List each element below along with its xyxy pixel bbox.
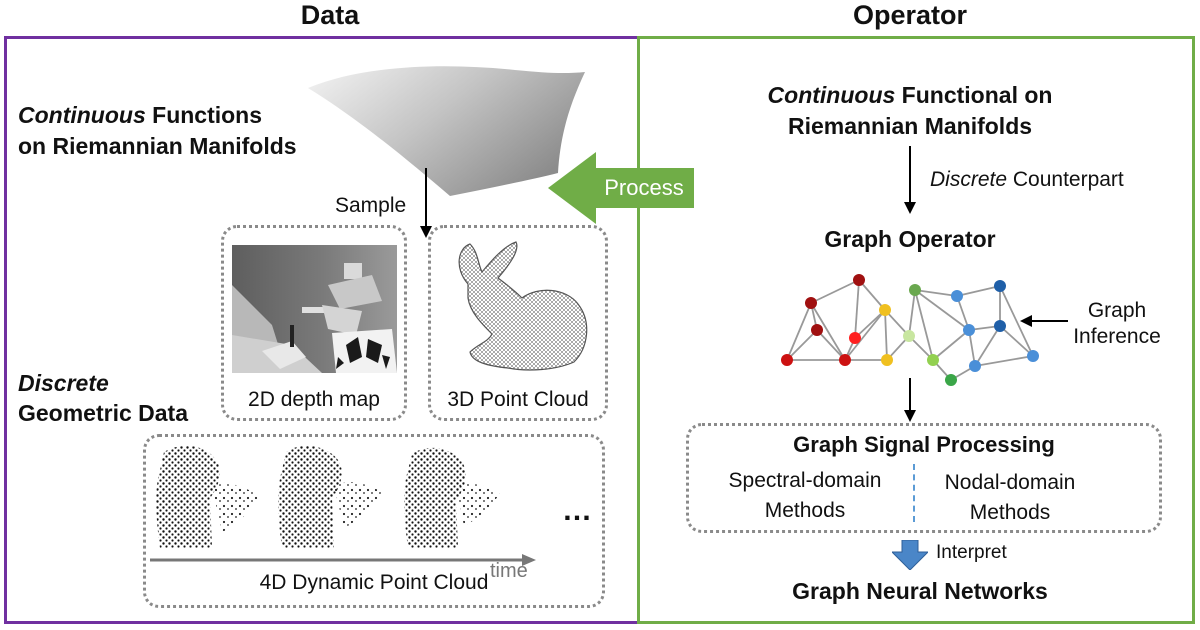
operator-panel: [637, 36, 1195, 624]
depth-map-box: [221, 225, 407, 421]
data-heading: Data: [300, 0, 360, 30]
continuous-functional-text: Continuous Functional on Riemannian Mani…: [690, 80, 1130, 142]
process-arrow: [548, 152, 694, 224]
spectral-line2: Methods: [764, 499, 846, 522]
graph-inference-line1: Graph: [1087, 299, 1147, 322]
spectral-line1: Spectral-domain: [728, 469, 882, 492]
dynamic-frames: [156, 445, 500, 548]
nodal-line1: Nodal-domain: [944, 471, 1076, 494]
continuous-functions-text: Continuous Functions on Riemannian Manif…: [18, 100, 297, 162]
nodal-methods-label: Nodal-domain Methods: [925, 468, 1095, 528]
counterpart-discrete-word: Discrete: [930, 168, 1008, 191]
frame-2: [278, 445, 382, 548]
depth-map-label: 2D depth map: [248, 388, 380, 411]
functional-word: Functional on: [895, 82, 1053, 108]
interpret-label: Interpret: [936, 542, 1007, 563]
gsp-box: [686, 423, 1162, 533]
gsp-arrow: [904, 378, 916, 422]
discrete-geometric-text: Discrete Geometric Data: [18, 368, 188, 428]
graph-operator-title: Graph Operator: [824, 226, 996, 252]
time-arrow: [150, 554, 536, 566]
functions-word: Functions: [145, 102, 263, 128]
bunny-point-cloud: [458, 241, 588, 371]
discrete-counterpart-label: Discrete Counterpart: [930, 168, 1124, 192]
gnn-title: Graph Neural Networks: [792, 578, 1048, 604]
dynamic-point-cloud-box: [143, 434, 605, 608]
depth-map-image: [232, 245, 397, 373]
dynamic-point-cloud-label: 4D Dynamic Point Cloud: [259, 571, 489, 594]
frame-3: [404, 447, 500, 548]
frame-1: [156, 445, 260, 548]
ellipsis: …: [562, 494, 592, 527]
riemannian-line: on Riemannian Manifolds: [18, 133, 297, 159]
operator-heading: Operator: [852, 0, 968, 30]
point-cloud-3d-box: [428, 225, 608, 421]
graph-inference-arrow: [1020, 315, 1068, 327]
sample-label: Sample: [335, 194, 407, 217]
domain-divider: [913, 464, 915, 522]
manifold-surface: [308, 66, 585, 196]
right-continuous-word: Continuous: [767, 82, 896, 108]
right-riemannian-line: Riemannian Manifolds: [787, 113, 1033, 139]
nodal-line2: Methods: [969, 501, 1051, 524]
sample-arrow: [420, 168, 432, 238]
point-cloud-3d-label: 3D Point Cloud: [447, 388, 589, 411]
interpret-arrow: [892, 540, 928, 570]
geometric-data-line: Geometric Data: [18, 400, 189, 426]
graph-network: [781, 274, 1039, 386]
discrete-word: Discrete: [18, 370, 109, 396]
graph-inference-line2: Inference: [1073, 325, 1161, 348]
continuous-word: Continuous: [18, 102, 146, 128]
graph-inference-label: Graph Inference: [1062, 298, 1172, 350]
time-label: time: [490, 560, 528, 582]
counterpart-word: Counterpart: [1007, 168, 1124, 191]
counterpart-arrow: [904, 146, 916, 214]
gsp-title: Graph Signal Processing: [793, 432, 1055, 457]
process-label: Process: [604, 175, 684, 200]
spectral-methods-label: Spectral-domain Methods: [700, 466, 910, 526]
